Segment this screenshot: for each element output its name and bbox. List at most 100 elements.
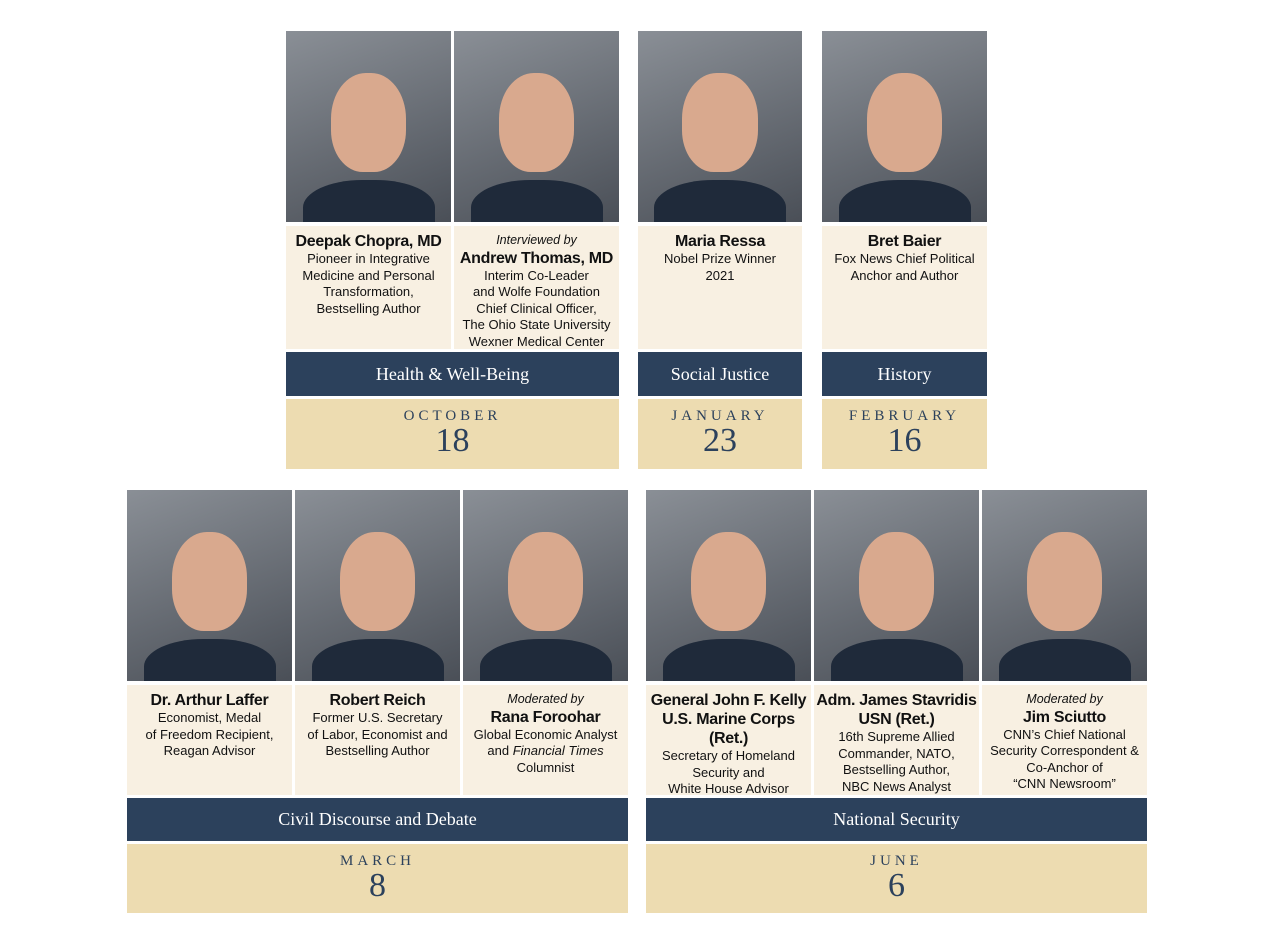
speaker-description-line: 16th Supreme Allied [838, 729, 955, 744]
speaker-bret-baier: Bret Baier Fox News Chief Political Anchor… [822, 31, 987, 349]
speaker-role-label: Moderated by [1026, 692, 1103, 706]
topic-banner: Health & Well-Being [286, 352, 619, 396]
speaker-description-line: White House Advisor [668, 781, 789, 796]
speaker-maria-ressa: Maria Ressa Nobel Prize Winner 2021 [638, 31, 802, 349]
speaker-description-line: Secretary of Homeland [662, 748, 795, 763]
speaker-card: Deepak Chopra, MD Pioneer in Integrative M… [286, 226, 451, 349]
speaker-photo [814, 490, 979, 681]
speaker-description-line: CNN’s Chief National [1003, 726, 1126, 742]
speaker-robert-reich: Robert Reich Former U.S. Secretary of Labo… [295, 490, 460, 795]
date-day: 18 [435, 422, 470, 459]
speaker-name: Jim Sciutto [1023, 708, 1106, 726]
speaker-description-line: Interim Co-Leader [484, 267, 589, 283]
speaker-description-line: Commander, NATO, [838, 745, 955, 761]
speaker-description-line: Wexner Medical Center [468, 333, 605, 349]
event-history: Bret Baier Fox News Chief Political Anchor… [822, 31, 987, 469]
speaker-rank: USN (Ret.) [858, 711, 935, 728]
speaker-general-john-f-kelly: General John F. Kelly U.S. Marine Corps (… [646, 490, 811, 796]
event-date: JUNE 6 [646, 844, 1147, 913]
speaker-description-line: Former U.S. Secretary [312, 710, 443, 725]
speaker-card: Dr. Arthur Laffer Economist, Medal of Free… [127, 685, 292, 795]
speaker-photo [286, 31, 451, 222]
event-date: FEBRUARY 16 [822, 399, 987, 469]
speaker-photo [463, 490, 628, 681]
speaker-card: Bret Baier Fox News Chief Political Anchor… [822, 226, 987, 349]
speaker-description-line: Bestselling Author [316, 300, 421, 316]
speaker-photo [646, 490, 811, 681]
speaker-description-line: Columnist [516, 759, 575, 775]
date-month: MARCH [339, 853, 415, 869]
speaker-andrew-thomas-md: Interviewed by Andrew Thomas, MD Interim C… [454, 31, 619, 349]
speaker-description-line: NBC News Analyst [841, 778, 952, 794]
speaker-photo [638, 31, 802, 222]
speaker-photo [454, 31, 619, 222]
event-social-justice: Maria Ressa Nobel Prize Winner 2021 Social … [638, 31, 802, 469]
speaker-description-line: Security Correspondent & [990, 743, 1139, 758]
speaker-description-line: Medicine and Personal [302, 267, 435, 283]
speaker-card: Moderated by Jim Sciutto CNN’s Chief Natio… [982, 685, 1147, 795]
speaker-rana-foroohar: Moderated by Rana Foroohar Global Economic… [463, 490, 628, 795]
speaker-card: Adm. James Stavridis USN (Ret.) 16th Supre… [814, 685, 979, 795]
event-date: MARCH 8 [127, 844, 628, 913]
speaker-description-line: of Labor, Economist and [307, 726, 448, 742]
speaker-description-line: Transformation, [323, 284, 414, 299]
speaker-name: Adm. James Stavridis [816, 692, 977, 709]
speaker-description-line: The Ohio State University [462, 317, 611, 332]
speaker-photo [822, 31, 987, 222]
date-day: 8 [369, 867, 386, 904]
speaker-card: Moderated by Rana Foroohar Global Economic… [463, 685, 628, 795]
speaker-description-line: Pioneer in Integrative [307, 251, 430, 266]
speaker-description-line: and Financial Times [487, 743, 604, 758]
date-month: OCTOBER [403, 408, 502, 424]
speaker-photo [127, 490, 292, 681]
date-day: 6 [888, 867, 905, 904]
speaker-deepak-chopra-md: Deepak Chopra, MD Pioneer in Integrative M… [286, 31, 451, 349]
speaker-description-line: Reagan Advisor [163, 743, 256, 758]
speaker-description-line: Anchor and Author [850, 267, 959, 283]
event-date: OCTOBER 18 [286, 399, 619, 469]
speaker-role-label: Moderated by [507, 692, 584, 706]
event-health-well-being: Deepak Chopra, MD Pioneer in Integrative M… [286, 31, 619, 469]
speaker-description-line: Nobel Prize Winner [664, 251, 776, 266]
speaker-dr-arthur-laffer: Dr. Arthur Laffer Economist, Medal of Free… [127, 490, 292, 795]
topic-banner: Social Justice [638, 352, 802, 396]
speaker-description-line: Co-Anchor of [1026, 759, 1103, 775]
speaker-name: Rana Foroohar [490, 708, 601, 726]
speaker-description-line: Fox News Chief Political [834, 251, 975, 266]
speaker-name: Maria Ressa [674, 233, 766, 250]
speaker-description-line: Bestselling Author, [843, 762, 950, 777]
speaker-jim-sciutto: Moderated by Jim Sciutto CNN’s Chief Natio… [982, 490, 1147, 795]
event-national-security: General John F. Kelly U.S. Marine Corps (… [646, 490, 1147, 913]
speaker-name: Bret Baier [867, 233, 942, 250]
speaker-description-line: “CNN Newsroom” [1013, 776, 1116, 791]
speaker-description-line: Chief Clinical Officer, [476, 300, 597, 316]
speaker-card: Maria Ressa Nobel Prize Winner 2021 [638, 226, 802, 349]
topic-banner: National Security [646, 798, 1147, 841]
topic-banner: Civil Discourse and Debate [127, 798, 628, 841]
speaker-description-line: 2021 [705, 267, 735, 283]
speaker-name: Andrew Thomas, MD [459, 249, 614, 267]
speaker-name: General John F. Kelly [650, 692, 807, 709]
speaker-photo [295, 490, 460, 681]
speaker-role-label: Interviewed by [496, 233, 577, 247]
speaker-rank: U.S. Marine Corps (Ret.) [662, 711, 795, 747]
date-month: FEBRUARY [848, 408, 961, 424]
speaker-name: Dr. Arthur Laffer [150, 692, 269, 709]
speaker-name: Robert Reich [329, 692, 426, 709]
speaker-description-line: Bestselling Author [325, 743, 430, 758]
event-date: JANUARY 23 [638, 399, 802, 469]
speaker-description-line: and Wolfe Foundation [473, 284, 600, 299]
speaker-card: Robert Reich Former U.S. Secretary of Labo… [295, 685, 460, 795]
date-day: 23 [703, 422, 737, 459]
speaker-name: Deepak Chopra, MD [295, 233, 442, 250]
date-month: JANUARY [671, 408, 769, 424]
speaker-description-line: Security and [692, 764, 765, 780]
speaker-description-line: of Freedom Recipient, [145, 726, 274, 742]
speaker-adm-james-stavridis: Adm. James Stavridis USN (Ret.) 16th Supre… [814, 490, 979, 795]
event-civil-discourse-and-debate: Dr. Arthur Laffer Economist, Medal of Free… [127, 490, 628, 913]
speaker-photo [982, 490, 1147, 681]
topic-banner: History [822, 352, 987, 396]
speaker-card: Interviewed by Andrew Thomas, MD Interim C… [454, 226, 619, 349]
speaker-description-line: Economist, Medal [157, 710, 262, 725]
date-day: 16 [887, 422, 922, 459]
